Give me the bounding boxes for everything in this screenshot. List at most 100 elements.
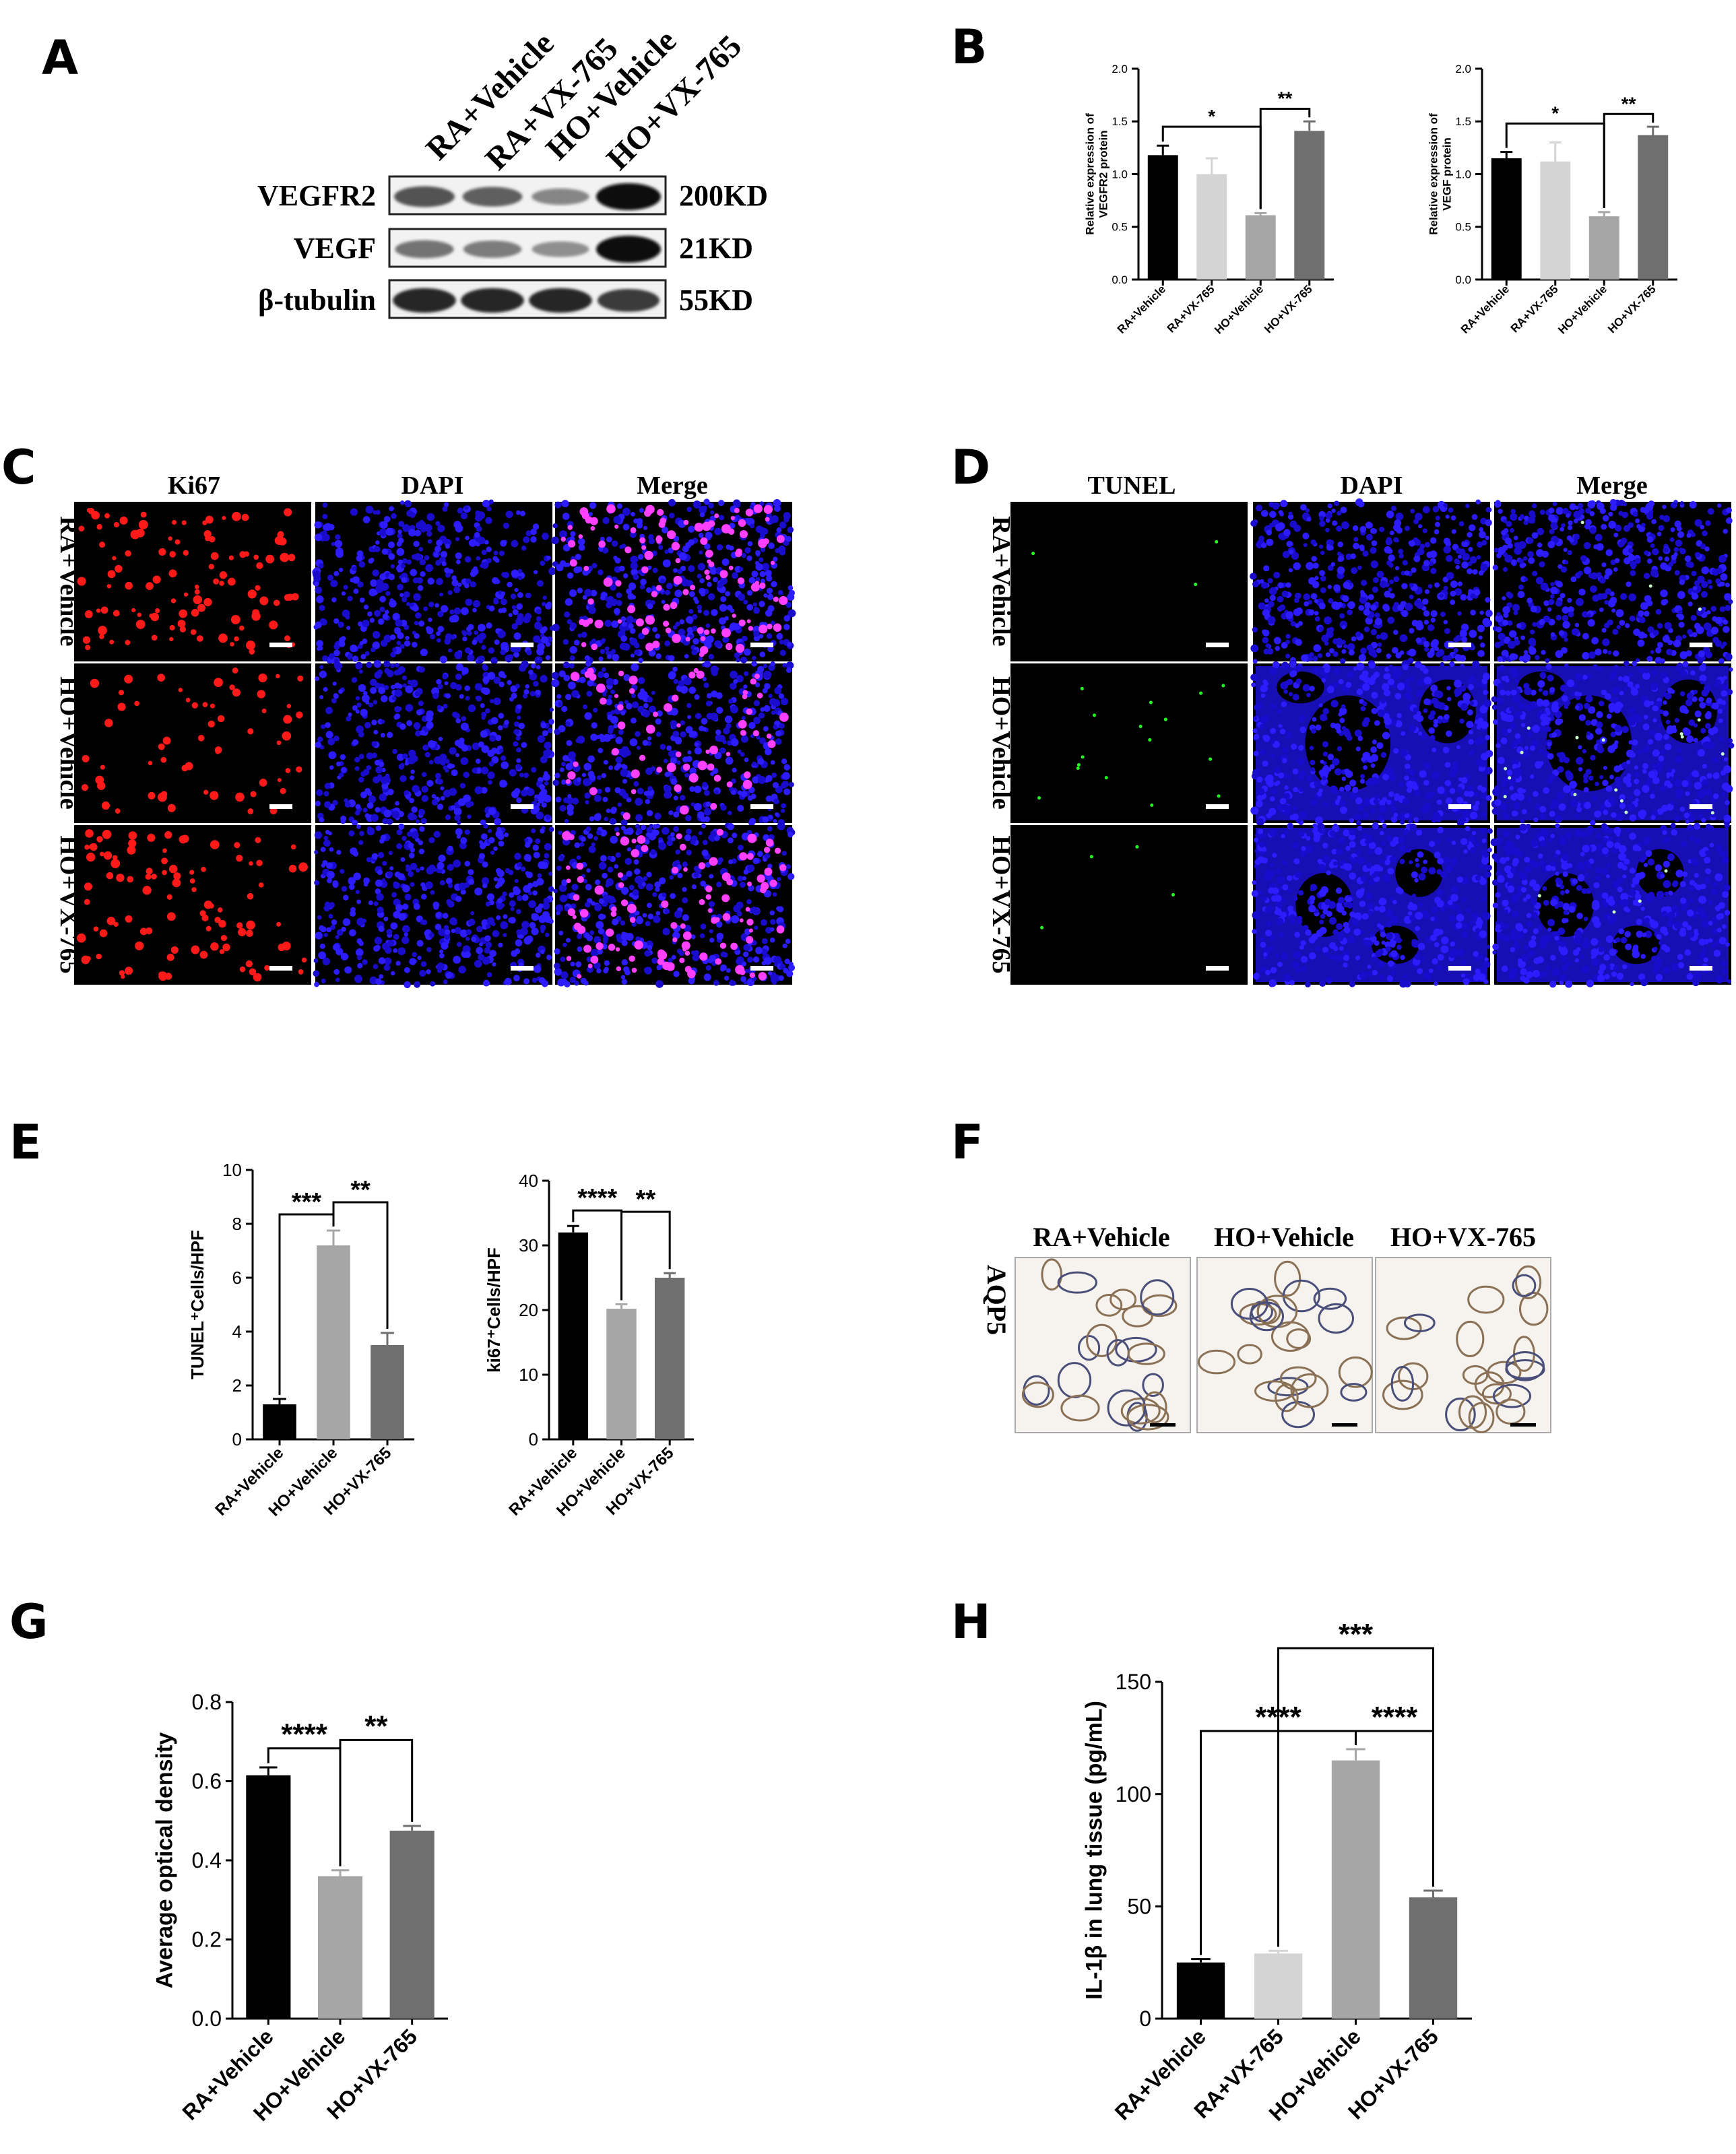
panel-letter-h: H bbox=[951, 1594, 991, 1650]
nucleus bbox=[1374, 779, 1380, 785]
ki67-dot bbox=[746, 708, 752, 715]
nucleus bbox=[1470, 593, 1476, 599]
nucleus bbox=[686, 626, 694, 634]
nucleus bbox=[559, 530, 567, 538]
ki67-dot bbox=[164, 973, 172, 980]
ki67-dot bbox=[166, 912, 176, 921]
nucleus bbox=[1552, 501, 1557, 507]
ki67-dot bbox=[214, 678, 223, 688]
nucleus bbox=[736, 675, 744, 683]
nucleus bbox=[647, 786, 653, 791]
nucleus bbox=[539, 784, 545, 790]
nucleus bbox=[420, 866, 424, 871]
nucleus bbox=[536, 580, 544, 587]
nucleus bbox=[1635, 518, 1640, 523]
nucleus bbox=[375, 807, 381, 813]
nucleus bbox=[538, 903, 544, 909]
nucleus bbox=[498, 841, 505, 847]
nucleus bbox=[767, 826, 773, 832]
nucleus bbox=[726, 723, 732, 729]
nucleus bbox=[1440, 612, 1446, 618]
nucleus bbox=[630, 717, 637, 724]
nucleus bbox=[1365, 606, 1370, 611]
nucleus bbox=[1481, 683, 1487, 689]
nucleus bbox=[1691, 570, 1697, 577]
nucleus bbox=[679, 795, 686, 801]
ki67-dot bbox=[676, 723, 681, 728]
nucleus bbox=[415, 725, 420, 731]
nucleus bbox=[642, 913, 647, 918]
nucleus bbox=[670, 671, 674, 676]
nucleus bbox=[1342, 595, 1349, 602]
nucleus bbox=[620, 711, 626, 716]
nucleus bbox=[556, 694, 562, 699]
nucleus bbox=[618, 729, 624, 736]
nucleus bbox=[1455, 548, 1462, 554]
panel-letter-a: A bbox=[42, 30, 78, 86]
nucleus bbox=[776, 906, 781, 911]
nucleus bbox=[1312, 655, 1318, 662]
nucleus bbox=[464, 951, 472, 958]
nucleus bbox=[1701, 581, 1708, 588]
nucleus bbox=[410, 847, 415, 853]
nucleus bbox=[533, 681, 539, 687]
nucleus bbox=[1299, 715, 1306, 721]
nucleus bbox=[1285, 639, 1291, 645]
nucleus bbox=[744, 671, 749, 676]
nucleus bbox=[1582, 632, 1589, 640]
nucleus bbox=[472, 767, 478, 774]
ki67-dot bbox=[734, 507, 740, 513]
nucleus bbox=[600, 595, 606, 601]
nucleus bbox=[1440, 662, 1445, 667]
nucleus bbox=[1531, 503, 1537, 509]
nucleus bbox=[754, 682, 761, 688]
nucleus bbox=[608, 765, 614, 771]
nucleus bbox=[1468, 729, 1473, 735]
nucleus bbox=[1380, 632, 1388, 641]
nucleus bbox=[493, 697, 501, 705]
ki67-dot bbox=[102, 830, 112, 839]
nucleus bbox=[1339, 613, 1345, 619]
nucleus bbox=[386, 929, 393, 936]
nucleus bbox=[1578, 588, 1586, 596]
nucleus bbox=[566, 740, 573, 746]
nucleus bbox=[729, 787, 734, 792]
ki67-dot bbox=[104, 513, 110, 519]
ki67-dot bbox=[699, 651, 705, 657]
column-header: DAPI bbox=[401, 471, 464, 500]
ki67-dot bbox=[779, 713, 789, 722]
nucleus bbox=[319, 605, 325, 612]
nucleus bbox=[1503, 612, 1509, 618]
nucleus bbox=[1686, 533, 1692, 538]
ki67-dot bbox=[142, 886, 152, 895]
nucleus bbox=[1322, 764, 1329, 771]
nucleus bbox=[523, 536, 530, 544]
nucleus bbox=[587, 771, 595, 778]
nucleus bbox=[486, 622, 492, 629]
nucleus bbox=[1336, 637, 1343, 644]
ki67-dot bbox=[759, 624, 768, 634]
nucleus bbox=[465, 696, 470, 701]
ki67-dot bbox=[296, 766, 302, 773]
nucleus bbox=[631, 663, 639, 672]
nucleus bbox=[1422, 528, 1427, 533]
nucleus bbox=[1450, 515, 1456, 521]
nucleus bbox=[1479, 642, 1485, 648]
nucleus bbox=[340, 952, 349, 960]
nucleus bbox=[346, 626, 351, 630]
nucleus bbox=[392, 612, 400, 621]
nucleus bbox=[445, 544, 451, 549]
nucleus bbox=[775, 730, 782, 737]
ki67-dot bbox=[298, 862, 308, 872]
nucleus bbox=[1393, 630, 1399, 635]
nucleus bbox=[1429, 735, 1436, 741]
tunel-staining-grid: TUNEL DAPI Merge RA+Vehicle HO+Vehicle H… bbox=[987, 471, 1735, 988]
ki67-dot bbox=[282, 941, 291, 951]
nucleus bbox=[672, 730, 680, 738]
ki67-dot bbox=[246, 641, 255, 650]
nucleus bbox=[1607, 650, 1612, 655]
nucleus bbox=[472, 639, 478, 645]
nucleus bbox=[585, 826, 591, 832]
nucleus bbox=[531, 913, 536, 918]
y-tick-label: 0.0 bbox=[1455, 273, 1471, 286]
